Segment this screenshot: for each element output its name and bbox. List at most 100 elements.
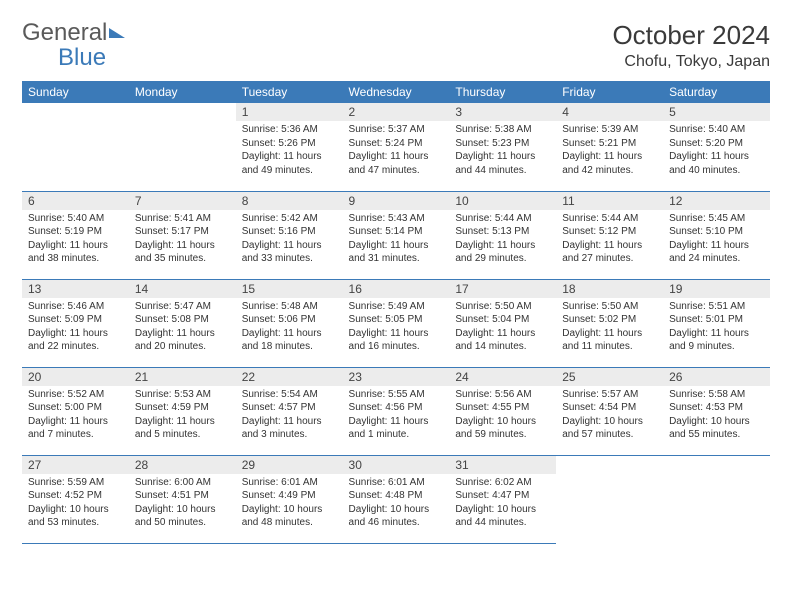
day-body: Sunrise: 5:56 AMSunset: 4:55 PMDaylight:… [449,386,556,446]
day-number: 2 [343,103,450,121]
day-cell: 28Sunrise: 6:00 AMSunset: 4:51 PMDayligh… [129,455,236,543]
dow-row: Sunday Monday Tuesday Wednesday Thursday… [22,81,770,103]
day-body: Sunrise: 5:45 AMSunset: 5:10 PMDaylight:… [663,210,770,270]
day-body: Sunrise: 5:59 AMSunset: 4:52 PMDaylight:… [22,474,129,534]
day-number: 9 [343,192,450,210]
calendar-table: Sunday Monday Tuesday Wednesday Thursday… [22,81,770,544]
day-number: 18 [556,280,663,298]
day-number: 22 [236,368,343,386]
day-body: Sunrise: 5:44 AMSunset: 5:13 PMDaylight:… [449,210,556,270]
day-cell: 11Sunrise: 5:44 AMSunset: 5:12 PMDayligh… [556,191,663,279]
day-body: Sunrise: 5:47 AMSunset: 5:08 PMDaylight:… [129,298,236,358]
calendar-week-row: 20Sunrise: 5:52 AMSunset: 5:00 PMDayligh… [22,367,770,455]
day-number: 21 [129,368,236,386]
dow-saturday: Saturday [663,81,770,103]
flag-icon [109,28,125,38]
day-number: 15 [236,280,343,298]
day-cell: 1Sunrise: 5:36 AMSunset: 5:26 PMDaylight… [236,103,343,191]
day-number: 31 [449,456,556,474]
day-cell: 17Sunrise: 5:50 AMSunset: 5:04 PMDayligh… [449,279,556,367]
day-body: Sunrise: 5:37 AMSunset: 5:24 PMDaylight:… [343,121,450,181]
day-cell [129,103,236,191]
day-body: Sunrise: 5:55 AMSunset: 4:56 PMDaylight:… [343,386,450,446]
day-cell: 8Sunrise: 5:42 AMSunset: 5:16 PMDaylight… [236,191,343,279]
calendar-week-row: 13Sunrise: 5:46 AMSunset: 5:09 PMDayligh… [22,279,770,367]
day-cell: 6Sunrise: 5:40 AMSunset: 5:19 PMDaylight… [22,191,129,279]
day-cell [663,455,770,543]
header: GeneralBlue October 2024 Chofu, Tokyo, J… [22,20,770,71]
day-number: 20 [22,368,129,386]
day-number: 14 [129,280,236,298]
logo: GeneralBlue [22,20,125,70]
day-body: Sunrise: 5:42 AMSunset: 5:16 PMDaylight:… [236,210,343,270]
dow-tuesday: Tuesday [236,81,343,103]
day-cell [556,455,663,543]
day-body: Sunrise: 6:01 AMSunset: 4:49 PMDaylight:… [236,474,343,534]
page-title: October 2024 [612,20,770,51]
day-body: Sunrise: 5:48 AMSunset: 5:06 PMDaylight:… [236,298,343,358]
logo-text-1: General [22,19,107,46]
day-number: 26 [663,368,770,386]
day-number: 12 [663,192,770,210]
day-number: 17 [449,280,556,298]
day-body: Sunrise: 6:00 AMSunset: 4:51 PMDaylight:… [129,474,236,534]
day-cell: 18Sunrise: 5:50 AMSunset: 5:02 PMDayligh… [556,279,663,367]
day-cell: 25Sunrise: 5:57 AMSunset: 4:54 PMDayligh… [556,367,663,455]
day-cell: 10Sunrise: 5:44 AMSunset: 5:13 PMDayligh… [449,191,556,279]
day-body: Sunrise: 5:41 AMSunset: 5:17 PMDaylight:… [129,210,236,270]
day-cell: 21Sunrise: 5:53 AMSunset: 4:59 PMDayligh… [129,367,236,455]
calendar-week-row: 1Sunrise: 5:36 AMSunset: 5:26 PMDaylight… [22,103,770,191]
title-block: October 2024 Chofu, Tokyo, Japan [612,20,770,71]
day-number: 29 [236,456,343,474]
day-number: 16 [343,280,450,298]
day-body: Sunrise: 5:57 AMSunset: 4:54 PMDaylight:… [556,386,663,446]
day-number: 25 [556,368,663,386]
day-cell: 31Sunrise: 6:02 AMSunset: 4:47 PMDayligh… [449,455,556,543]
day-number: 19 [663,280,770,298]
dow-thursday: Thursday [449,81,556,103]
day-cell: 5Sunrise: 5:40 AMSunset: 5:20 PMDaylight… [663,103,770,191]
day-number: 3 [449,103,556,121]
day-number: 28 [129,456,236,474]
day-body: Sunrise: 5:36 AMSunset: 5:26 PMDaylight:… [236,121,343,181]
day-body: Sunrise: 5:43 AMSunset: 5:14 PMDaylight:… [343,210,450,270]
day-body: Sunrise: 5:40 AMSunset: 5:20 PMDaylight:… [663,121,770,181]
day-body: Sunrise: 5:38 AMSunset: 5:23 PMDaylight:… [449,121,556,181]
calendar-week-row: 27Sunrise: 5:59 AMSunset: 4:52 PMDayligh… [22,455,770,543]
day-number: 23 [343,368,450,386]
day-number: 1 [236,103,343,121]
logo-text-2: Blue [58,44,106,71]
day-body: Sunrise: 5:49 AMSunset: 5:05 PMDaylight:… [343,298,450,358]
day-number: 11 [556,192,663,210]
location-text: Chofu, Tokyo, Japan [612,53,770,71]
day-cell: 12Sunrise: 5:45 AMSunset: 5:10 PMDayligh… [663,191,770,279]
day-cell: 19Sunrise: 5:51 AMSunset: 5:01 PMDayligh… [663,279,770,367]
day-body: Sunrise: 5:50 AMSunset: 5:02 PMDaylight:… [556,298,663,358]
day-body: Sunrise: 5:54 AMSunset: 4:57 PMDaylight:… [236,386,343,446]
day-body: Sunrise: 5:53 AMSunset: 4:59 PMDaylight:… [129,386,236,446]
day-number: 24 [449,368,556,386]
day-cell: 9Sunrise: 5:43 AMSunset: 5:14 PMDaylight… [343,191,450,279]
day-number: 27 [22,456,129,474]
day-number: 4 [556,103,663,121]
day-body: Sunrise: 5:50 AMSunset: 5:04 PMDaylight:… [449,298,556,358]
day-number: 13 [22,280,129,298]
day-cell: 16Sunrise: 5:49 AMSunset: 5:05 PMDayligh… [343,279,450,367]
day-cell: 22Sunrise: 5:54 AMSunset: 4:57 PMDayligh… [236,367,343,455]
dow-friday: Friday [556,81,663,103]
dow-monday: Monday [129,81,236,103]
day-cell: 13Sunrise: 5:46 AMSunset: 5:09 PMDayligh… [22,279,129,367]
day-cell: 7Sunrise: 5:41 AMSunset: 5:17 PMDaylight… [129,191,236,279]
day-cell: 15Sunrise: 5:48 AMSunset: 5:06 PMDayligh… [236,279,343,367]
day-body: Sunrise: 6:01 AMSunset: 4:48 PMDaylight:… [343,474,450,534]
day-cell: 27Sunrise: 5:59 AMSunset: 4:52 PMDayligh… [22,455,129,543]
day-cell: 23Sunrise: 5:55 AMSunset: 4:56 PMDayligh… [343,367,450,455]
day-cell: 29Sunrise: 6:01 AMSunset: 4:49 PMDayligh… [236,455,343,543]
day-body: Sunrise: 5:58 AMSunset: 4:53 PMDaylight:… [663,386,770,446]
dow-sunday: Sunday [22,81,129,103]
dow-wednesday: Wednesday [343,81,450,103]
day-body: Sunrise: 5:52 AMSunset: 5:00 PMDaylight:… [22,386,129,446]
day-body: Sunrise: 5:44 AMSunset: 5:12 PMDaylight:… [556,210,663,270]
day-body: Sunrise: 5:51 AMSunset: 5:01 PMDaylight:… [663,298,770,358]
day-cell: 3Sunrise: 5:38 AMSunset: 5:23 PMDaylight… [449,103,556,191]
